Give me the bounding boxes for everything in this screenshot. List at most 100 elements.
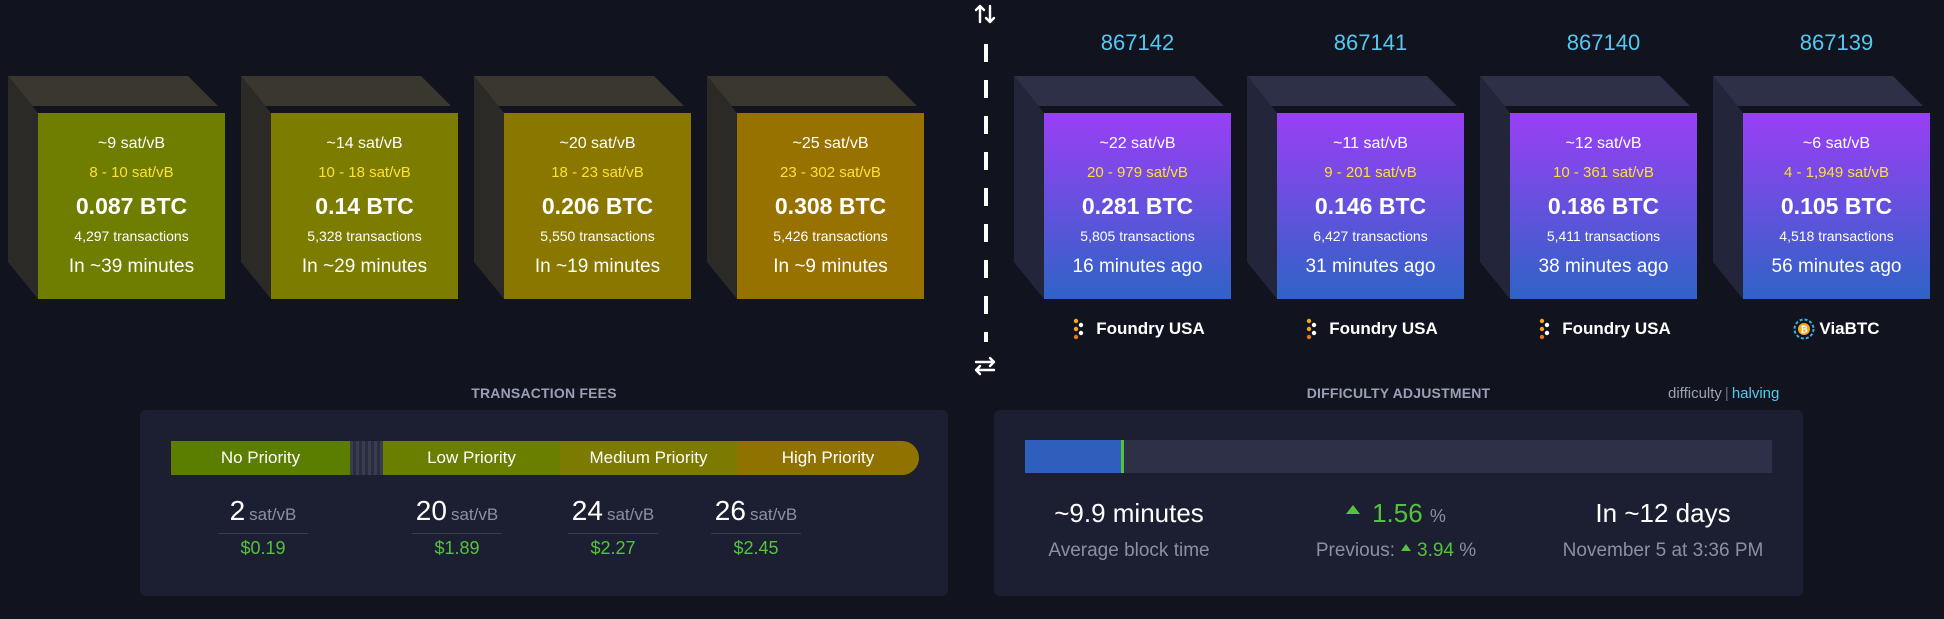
block-cube-top <box>1713 76 1930 106</box>
block-height-link[interactable]: 867139 <box>1799 30 1874 55</box>
block-height-link[interactable]: 867141 <box>1333 30 1408 55</box>
block-cube-side <box>707 76 737 299</box>
block-cube-side <box>241 76 271 299</box>
block-face: ~22 sat/vB 20 - 979 sat/vB 0.281 BTC 5,8… <box>1044 113 1231 299</box>
block-cube-top <box>8 76 225 106</box>
transaction-fees-panel: No Priority Low Priority Medium Priority… <box>140 410 948 596</box>
mining-pool-label[interactable]: Foundry USA <box>1510 318 1697 340</box>
fee-range: 8 - 10 sat/vB <box>89 164 174 181</box>
fee-range: 23 - 302 sat/vB <box>780 164 881 181</box>
progress-fill <box>1025 440 1122 473</box>
mining-pool-label[interactable]: ₿ ViaBTC <box>1743 318 1930 340</box>
fee-value: 26 <box>714 495 746 526</box>
foundry-icon <box>1536 318 1554 340</box>
transaction-count: 4,297 transactions <box>74 228 189 244</box>
arrow-up-icon <box>1346 504 1361 514</box>
mined-block[interactable]: ~22 sat/vB 20 - 979 sat/vB 0.281 BTC 5,8… <box>1014 76 1231 299</box>
mempool-block[interactable]: ~9 sat/vB 8 - 10 sat/vB 0.087 BTC 4,297 … <box>8 76 225 299</box>
total-fees: 0.146 BTC <box>1314 193 1427 219</box>
median-fee: ~11 sat/vB <box>1333 135 1408 152</box>
total-fees: 0.186 BTC <box>1547 193 1660 219</box>
transaction-fees-title: TRANSACTION FEES <box>471 385 617 401</box>
tab-separator: | <box>1724 385 1729 402</box>
difficulty-change: 1.56 % Previous: 3.94 % <box>1266 498 1526 562</box>
total-fees: 0.087 BTC <box>75 193 188 219</box>
mining-pool-label[interactable]: Foundry USA <box>1277 318 1464 340</box>
no-priority-segment: No Priority <box>171 441 350 475</box>
pool-name: Foundry USA <box>1096 319 1205 338</box>
mempool-block[interactable]: ~25 sat/vB 23 - 302 sat/vB 0.308 BTC 5,4… <box>707 76 924 299</box>
fee-range: 9 - 201 sat/vB <box>1324 164 1417 181</box>
svg-text:₿: ₿ <box>1801 325 1808 336</box>
mempool-block[interactable]: ~20 sat/vB 18 - 23 sat/vB 0.206 BTC 5,55… <box>474 76 691 299</box>
block-cube-side <box>474 76 504 299</box>
low-priority-segment: Low Priority <box>383 441 560 475</box>
block-cube-side <box>1014 76 1044 299</box>
pool-name: Foundry USA <box>1329 319 1438 338</box>
total-fees: 0.308 BTC <box>774 193 887 219</box>
block-eta: In ~19 minutes <box>534 256 661 277</box>
block-cube-top <box>474 76 691 106</box>
block-height-link[interactable]: 867142 <box>1100 30 1175 55</box>
fee-priority-bar: No Priority Low Priority Medium Priority… <box>171 441 919 475</box>
block-cube-side <box>1480 76 1510 299</box>
difficulty-adjustment-title: DIFFICULTY ADJUSTMENT <box>1306 385 1491 401</box>
mined-block[interactable]: ~12 sat/vB 10 - 361 sat/vB 0.186 BTC 5,4… <box>1480 76 1697 299</box>
median-fee: ~9 sat/vB <box>97 135 166 152</box>
fee-unit: sat/vB <box>249 505 297 524</box>
next-adjustment-date: November 5 at 3:36 PM <box>1562 540 1764 561</box>
fee-usd: $0.19 <box>218 533 308 559</box>
difficulty-change-value: 1.56 <box>1372 498 1423 528</box>
block-cube-side <box>8 76 38 299</box>
transaction-count: 5,805 transactions <box>1080 228 1195 244</box>
mempool-block[interactable]: ~14 sat/vB 10 - 18 sat/vB 0.14 BTC 5,328… <box>241 76 458 299</box>
block-cube-top <box>1014 76 1231 106</box>
fee-value: 20 <box>415 495 447 526</box>
fee-estimate-low-priority: 20 sat/vB $1.89 <box>397 495 517 559</box>
mined-block[interactable]: ~6 sat/vB 4 - 1,949 sat/vB 0.105 BTC 4,5… <box>1713 76 1930 299</box>
fee-range: 20 - 979 sat/vB <box>1087 164 1188 181</box>
transaction-count: 5,328 transactions <box>307 228 422 244</box>
block-eta: In ~29 minutes <box>301 256 428 277</box>
block-face: ~14 sat/vB 10 - 18 sat/vB 0.14 BTC 5,328… <box>271 113 458 299</box>
block-time-ago: 31 minutes ago <box>1305 256 1436 277</box>
medium-priority-segment: Medium Priority <box>560 441 737 475</box>
median-fee: ~12 sat/vB <box>1565 135 1642 152</box>
fee-value: 2 <box>229 495 246 526</box>
mined-block[interactable]: ~11 sat/vB 9 - 201 sat/vB 0.146 BTC 6,42… <box>1247 76 1464 299</box>
block-time-ago: 56 minutes ago <box>1771 256 1902 277</box>
fee-unit: sat/vB <box>450 505 499 524</box>
total-fees: 0.14 BTC <box>315 193 414 219</box>
fee-unit: sat/vB <box>749 505 798 524</box>
pool-name: Foundry USA <box>1562 319 1671 338</box>
block-cube-side <box>1247 76 1277 299</box>
fee-value: 24 <box>571 495 603 526</box>
block-eta: In ~39 minutes <box>68 256 195 277</box>
block-height-link[interactable]: 867140 <box>1566 30 1641 55</box>
difficulty-panel: ~9.9 minutes Average block time 1.56 % P… <box>994 410 1803 596</box>
difficulty-progress-bar <box>1025 440 1772 473</box>
transaction-count: 5,411 transactions <box>1546 228 1661 244</box>
block-face: ~9 sat/vB 8 - 10 sat/vB 0.087 BTC 4,297 … <box>38 113 225 299</box>
mining-pool-label[interactable]: Foundry USA <box>1044 318 1231 340</box>
swap-vertical-icon[interactable] <box>973 2 997 26</box>
transaction-count: 5,550 transactions <box>540 228 655 244</box>
block-face: ~20 sat/vB 18 - 23 sat/vB 0.206 BTC 5,55… <box>504 113 691 299</box>
fee-range: 10 - 361 sat/vB <box>1553 164 1654 181</box>
difficulty-tabs: difficulty | halving <box>1668 385 1779 402</box>
fee-estimate-no-priority: 2 sat/vB $0.19 <box>203 495 323 559</box>
block-cube-side <box>1713 76 1743 299</box>
fee-bar-gap <box>350 441 383 475</box>
total-fees: 0.281 BTC <box>1081 193 1194 219</box>
block-time-ago: 38 minutes ago <box>1538 256 1669 277</box>
block-cube-top <box>1480 76 1697 106</box>
block-cube-top <box>241 76 458 106</box>
median-fee: ~25 sat/vB <box>792 135 869 152</box>
tab-difficulty[interactable]: difficulty <box>1668 385 1722 402</box>
swap-horizontal-icon[interactable] <box>973 354 997 378</box>
fee-usd: $2.27 <box>568 533 658 559</box>
tab-halving[interactable]: halving <box>1731 385 1780 402</box>
foundry-icon <box>1070 318 1088 340</box>
foundry-icon <box>1303 318 1321 340</box>
transaction-count: 4,518 transactions <box>1779 228 1894 244</box>
